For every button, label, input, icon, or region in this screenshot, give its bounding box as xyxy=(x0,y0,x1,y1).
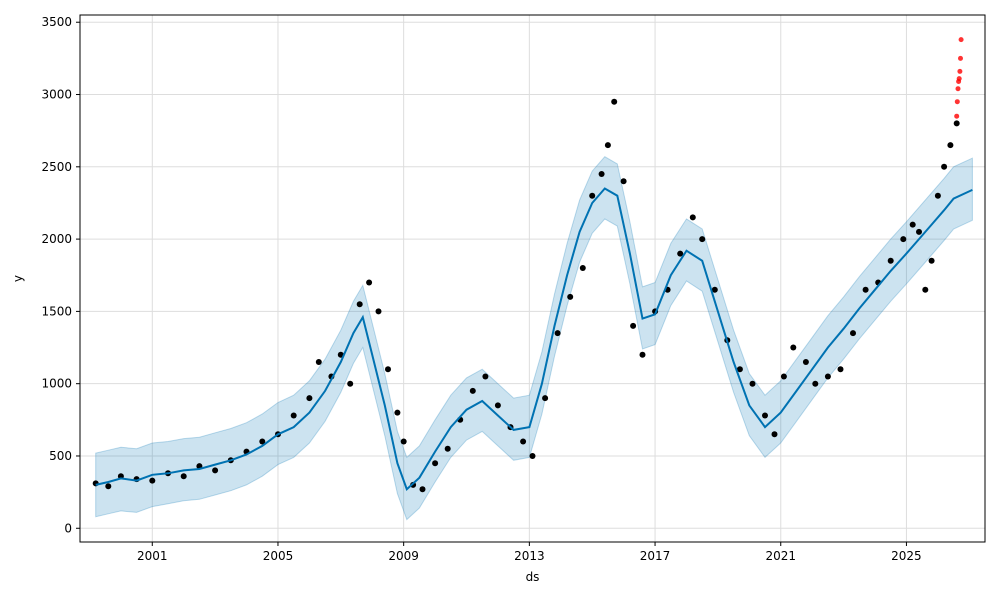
observed-point xyxy=(934,192,941,199)
observed-point xyxy=(620,178,627,185)
uncertainty-band xyxy=(95,156,973,521)
observed-point xyxy=(375,308,382,315)
observed-point xyxy=(400,438,407,445)
observed-point xyxy=(589,192,596,199)
observed-points xyxy=(92,98,960,493)
observed-point xyxy=(259,438,266,445)
x-tick-label: 2013 xyxy=(514,549,545,563)
observed-point xyxy=(432,460,439,467)
observed-point xyxy=(862,286,869,293)
recent-outlier-point xyxy=(954,113,960,119)
observed-point xyxy=(909,221,916,228)
observed-point xyxy=(941,163,948,170)
y-tick-label: 2500 xyxy=(41,160,72,174)
observed-point xyxy=(677,250,684,257)
y-axis-label: y xyxy=(11,275,25,282)
recent-outlier-point xyxy=(956,76,962,82)
x-tick-label: 2009 xyxy=(388,549,419,563)
y-tick-label: 3000 xyxy=(41,88,72,102)
observed-point xyxy=(482,373,489,380)
recent-outlier-points xyxy=(954,37,964,119)
observed-point xyxy=(922,286,929,293)
observed-point xyxy=(366,279,373,286)
x-tick-label: 2025 xyxy=(891,549,922,563)
observed-point xyxy=(180,473,187,480)
observed-point xyxy=(947,142,954,149)
forecast-yhat-line xyxy=(95,187,973,491)
uncertainty-interval xyxy=(95,156,973,521)
observed-point xyxy=(529,453,536,459)
observed-point xyxy=(604,142,611,149)
observed-point xyxy=(749,380,756,387)
observed-point xyxy=(630,322,637,329)
observed-point xyxy=(916,228,922,235)
recent-outlier-point xyxy=(957,68,963,74)
y-tick-label: 0 xyxy=(64,521,72,535)
recent-outlier-point xyxy=(958,55,963,61)
observed-point xyxy=(711,286,718,293)
y-tick-label: 2000 xyxy=(41,232,72,246)
observed-point xyxy=(928,257,935,264)
observed-point xyxy=(444,445,451,452)
observed-point xyxy=(887,257,894,264)
observed-point xyxy=(579,265,586,271)
recent-outlier-point xyxy=(954,99,960,105)
observed-point xyxy=(812,380,819,387)
observed-point xyxy=(639,351,646,358)
observed-point xyxy=(850,330,856,337)
forecast-line xyxy=(95,187,973,491)
observed-point xyxy=(802,359,809,365)
observed-point xyxy=(520,438,527,445)
observed-point xyxy=(105,483,112,490)
observed-point xyxy=(567,293,574,300)
observed-point xyxy=(306,395,313,402)
recent-outlier-point xyxy=(958,37,964,43)
grid xyxy=(80,15,985,542)
observed-point xyxy=(554,330,561,337)
observed-point xyxy=(790,344,797,351)
observed-point xyxy=(689,214,696,221)
observed-point xyxy=(419,486,426,493)
observed-point xyxy=(780,373,787,380)
observed-point xyxy=(385,366,391,373)
observed-point xyxy=(837,366,844,373)
x-axis-ticks: 2001 2005 2009 2013 2017 2021 2025 xyxy=(137,542,922,563)
x-tick-label: 2005 xyxy=(263,549,294,563)
observed-point xyxy=(347,380,354,387)
plot-frame xyxy=(79,14,986,543)
x-tick-label: 2017 xyxy=(640,549,671,563)
observed-point xyxy=(290,412,297,419)
observed-point xyxy=(315,359,322,365)
observed-point xyxy=(824,373,831,380)
recent-outlier-point xyxy=(955,86,961,92)
observed-point xyxy=(542,395,549,402)
observed-point xyxy=(900,236,907,243)
observed-point xyxy=(953,120,960,127)
observed-point xyxy=(699,236,706,243)
observed-point xyxy=(356,301,363,308)
x-tick-label: 2001 xyxy=(137,549,168,563)
observed-point xyxy=(762,412,768,419)
observed-point xyxy=(598,171,605,177)
y-tick-label: 500 xyxy=(49,449,72,463)
observed-point xyxy=(469,387,476,394)
y-axis-ticks: 0 500 1000 1500 2000 2500 3000 3500 xyxy=(41,15,80,535)
y-tick-label: 1500 xyxy=(41,304,72,318)
observed-point xyxy=(736,366,743,373)
y-tick-label: 1000 xyxy=(41,377,72,391)
observed-point xyxy=(149,477,156,484)
observed-point xyxy=(394,409,401,416)
observed-point xyxy=(494,402,501,409)
observed-point xyxy=(771,431,778,438)
observed-point xyxy=(611,98,618,105)
x-axis-label: ds xyxy=(526,570,540,584)
y-tick-label: 3500 xyxy=(41,15,72,29)
x-tick-label: 2021 xyxy=(765,549,796,563)
observed-point xyxy=(212,467,219,474)
